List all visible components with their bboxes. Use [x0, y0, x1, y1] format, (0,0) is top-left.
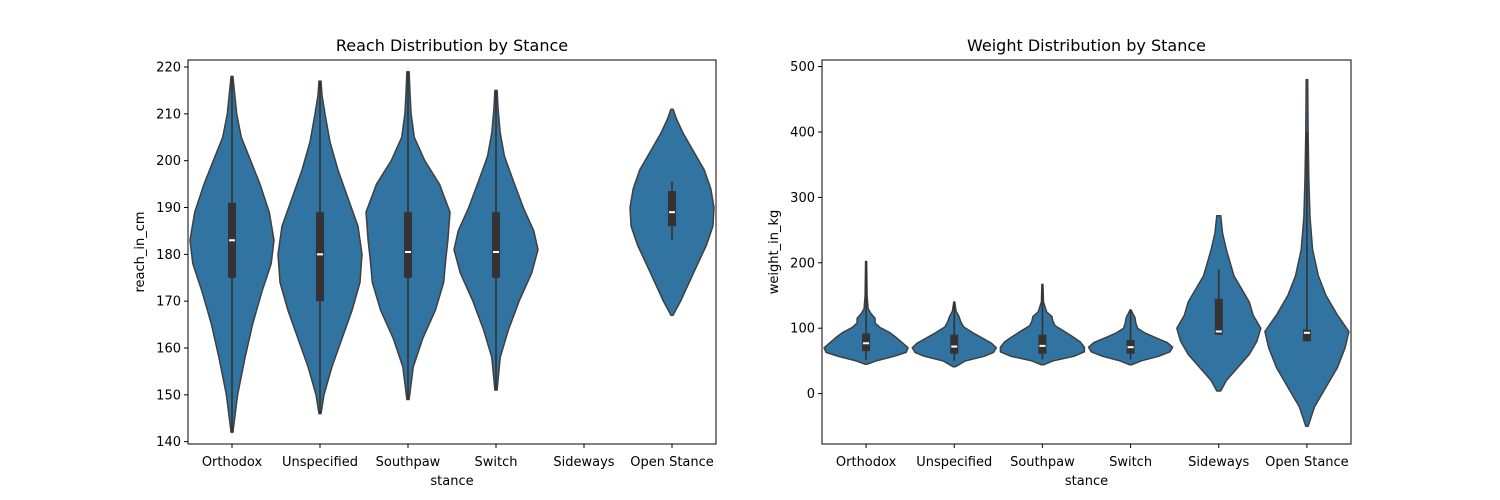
- plot-frame: [821, 59, 1352, 445]
- x-tick-label-southpaw: Southpaw: [376, 455, 441, 470]
- y-tick-label: 140: [156, 435, 181, 450]
- chart-title: Reach Distribution by Stance: [336, 36, 568, 55]
- iqr-box-switch: [492, 212, 500, 278]
- y-tick-label: 200: [156, 154, 181, 169]
- y-tick-label: 200: [790, 256, 815, 271]
- y-tick-label: 220: [156, 61, 181, 76]
- iqr-box-open-stance: [668, 191, 676, 227]
- x-tick-label-switch: Switch: [475, 455, 518, 470]
- x-tick-label-unspecified: Unspecified: [282, 455, 358, 470]
- y-tick-label: 180: [156, 248, 181, 263]
- iqr-box-open-stance: [1302, 329, 1311, 342]
- iqr-box-southpaw: [1038, 334, 1047, 354]
- iqr-box-sideways: [1214, 298, 1223, 335]
- y-axis-label: weight_in_kg: [767, 210, 782, 294]
- plot-frame: [187, 59, 717, 445]
- y-tick-label: 210: [156, 107, 181, 122]
- y-tick-label: 0: [807, 387, 815, 402]
- y-tick-label: 300: [790, 191, 815, 206]
- x-tick-label-orthodox: Orthodox: [836, 455, 897, 470]
- iqr-box-southpaw: [404, 212, 412, 278]
- x-axis-label: stance: [1065, 474, 1108, 489]
- x-tick-label-sideways: Sideways: [1188, 455, 1249, 470]
- y-tick-label: 100: [790, 322, 815, 337]
- x-tick-label-sideways: Sideways: [553, 455, 614, 470]
- x-tick-label-unspecified: Unspecified: [916, 455, 992, 470]
- iqr-box-unspecified: [316, 212, 324, 302]
- x-tick-label-open-stance: Open Stance: [630, 455, 714, 470]
- chart-title: Weight Distribution by Stance: [967, 36, 1206, 55]
- weight-violin-chart: 0 100 200 300 400 500 Orthodox Unspecified South…: [767, 36, 1352, 489]
- x-tick-label-open-stance: Open Stance: [1265, 455, 1349, 470]
- iqr-box-unspecified: [950, 334, 959, 354]
- x-tick-label-orthodox: Orthodox: [202, 455, 263, 470]
- reach-violin-chart: 140 150 160 170 180 190 200 210 220 Orthodox Unspe…: [133, 36, 717, 489]
- y-tick-label: 150: [156, 388, 181, 403]
- x-tick-label-switch: Switch: [1109, 455, 1152, 470]
- y-tick-label: 500: [790, 60, 815, 75]
- x-axis-label: stance: [430, 474, 473, 489]
- y-axis-label: reach_in_cm: [133, 211, 148, 292]
- x-tick-label-southpaw: Southpaw: [1010, 455, 1075, 470]
- y-tick-label: 160: [156, 342, 181, 357]
- y-tick-label: 400: [790, 125, 815, 140]
- y-tick-label: 190: [156, 201, 181, 216]
- y-tick-label: 170: [156, 295, 181, 310]
